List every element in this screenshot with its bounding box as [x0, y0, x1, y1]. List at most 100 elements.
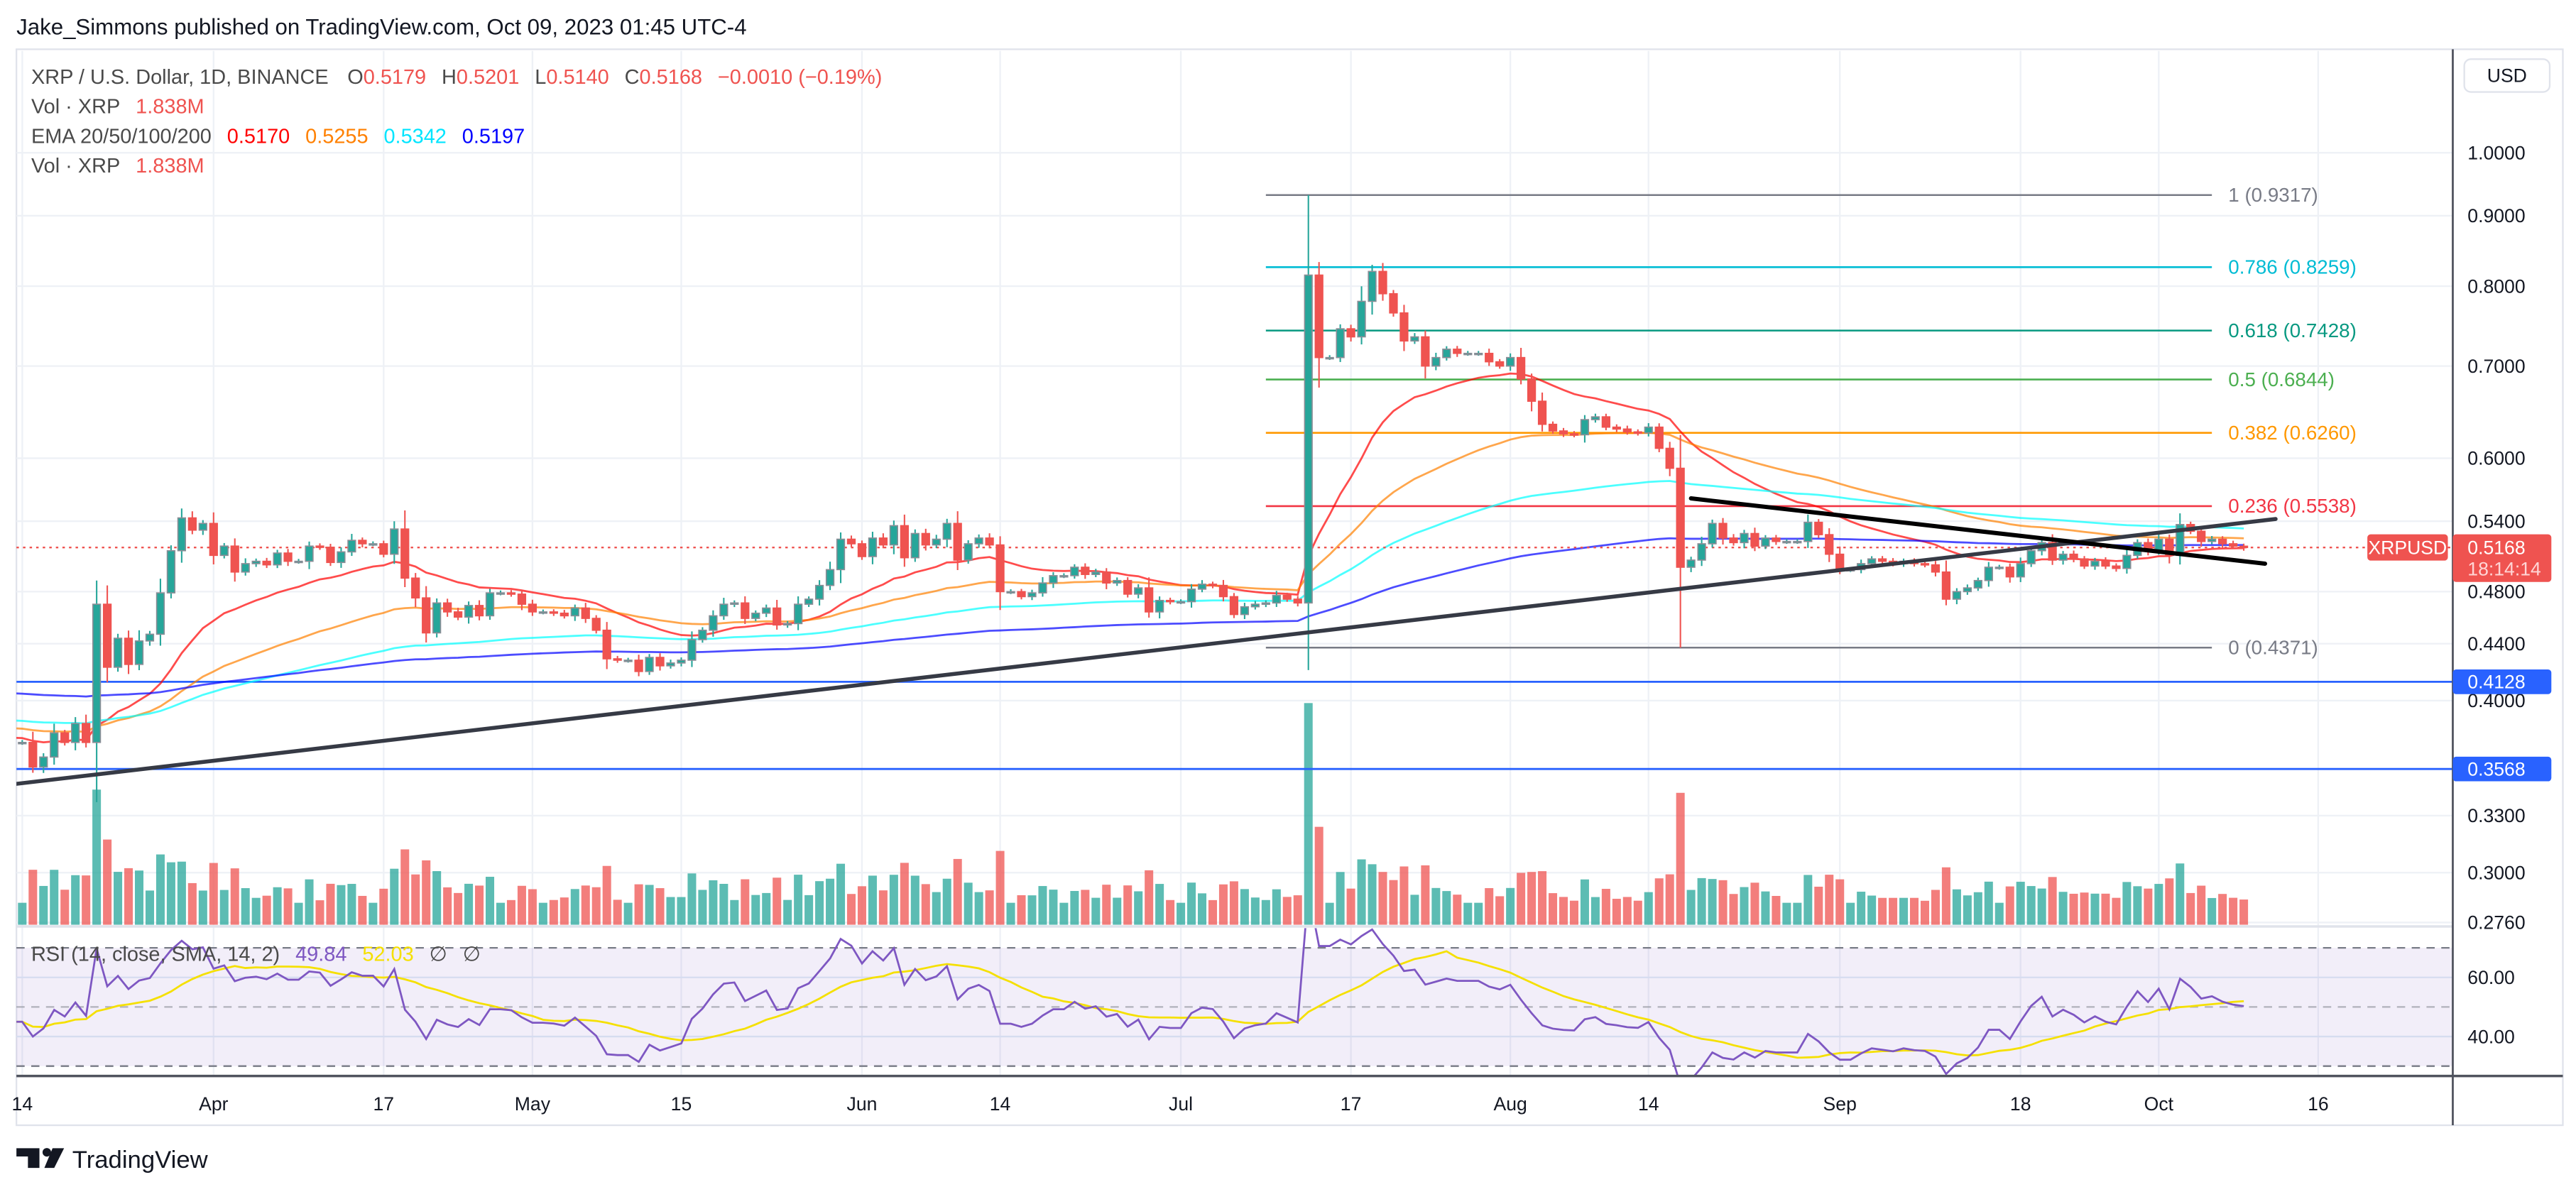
trendline[interactable]: [1, 517, 2278, 786]
volume-bar: [1113, 897, 1122, 925]
candle-body: [453, 611, 463, 618]
candle: [814, 580, 824, 606]
volume-bar: [187, 882, 197, 925]
candle-body: [1134, 587, 1143, 595]
volume-bar: [39, 885, 48, 925]
time-axis[interactable]: 14 Apr 17 May 15 Jun 14 Jul 17 Aug 14 Sep 18 Oct 16: [12, 1093, 2329, 1115]
candle-body: [2101, 560, 2110, 567]
candle-body: [1920, 563, 1930, 566]
candle-body: [719, 603, 728, 617]
volume-bar: [1676, 792, 1685, 925]
candle-body: [1601, 416, 1611, 428]
candle-body: [1495, 361, 1505, 367]
candle: [1622, 425, 1632, 435]
candle-body: [1612, 426, 1621, 430]
candle-body: [942, 523, 951, 540]
candle: [1772, 535, 1781, 545]
volume-bar: [1803, 875, 1813, 925]
volume-bar: [1495, 896, 1505, 925]
candle: [1782, 539, 1791, 545]
candle-body: [1240, 606, 1250, 616]
candle-body: [1782, 540, 1791, 544]
candle-body: [1165, 599, 1175, 603]
candle: [506, 590, 516, 597]
legend-line-ema[interactable]: EMA 20/50/100/200 0.5170 0.5255 0.5342 0…: [31, 125, 525, 148]
fib-retracement[interactable]: [1265, 194, 2212, 649]
volume-bar: [347, 884, 356, 925]
trendline[interactable]: [1688, 496, 2268, 566]
volume-bar: [1399, 866, 1409, 925]
volume-bar: [1889, 897, 1898, 925]
currency-label: USD: [2487, 65, 2527, 87]
candle-body: [411, 577, 420, 599]
candle: [804, 596, 814, 607]
volume-bar: [337, 885, 346, 925]
rsi-pane[interactable]: RSI (14, close, SMA, 14, 2) 49.84 52.03 …: [11, 891, 2515, 1085]
volume-bar: [591, 887, 601, 925]
legend-line-volume[interactable]: Vol · XRP 1.838M: [31, 96, 204, 119]
candle-body: [1027, 592, 1037, 598]
candle-body: [1590, 416, 1600, 420]
candle-body: [1803, 521, 1813, 542]
candle: [1113, 577, 1122, 586]
candle-body: [730, 602, 739, 605]
candle: [273, 549, 282, 569]
volume-bar: [2101, 893, 2110, 925]
volume-bar: [964, 882, 973, 925]
main-pane[interactable]: [1, 194, 2453, 925]
candle-body: [198, 523, 207, 531]
legend-line-volume-2[interactable]: Vol · XRP 1.838M: [31, 155, 204, 177]
candle: [464, 601, 474, 624]
volume-bar: [613, 899, 622, 925]
price-axis-label: 0.5400: [2467, 510, 2525, 532]
candle-body: [1399, 312, 1409, 342]
candle-body: [602, 629, 611, 660]
candle: [1027, 589, 1037, 601]
candle-body: [1686, 559, 1696, 568]
candle: [262, 557, 271, 569]
ema100-value: 0.5342: [383, 125, 446, 148]
candle-body: [528, 603, 537, 613]
volume-bar: [655, 888, 665, 925]
volume-bar: [570, 889, 579, 925]
volume-bar: [1909, 897, 1919, 925]
candle-body: [1548, 423, 1558, 432]
volume-bar: [1857, 892, 1866, 925]
candle: [1336, 324, 1345, 362]
horizontal-levels[interactable]: [16, 681, 2453, 770]
volume-bar: [974, 892, 983, 925]
candle-body: [517, 594, 527, 605]
candle: [358, 537, 367, 548]
volume-bar: [1027, 895, 1037, 925]
candle-body: [1325, 356, 1334, 360]
volume-bar: [443, 887, 452, 925]
candle-body: [2026, 549, 2036, 564]
fib-level-label: 0.786 (0.8259): [2228, 256, 2357, 278]
candle-body: [209, 523, 218, 557]
change-value: −0.0010 (−0.19%): [718, 66, 882, 89]
rsi-legend[interactable]: RSI (14, close, SMA, 14, 2) 49.84 52.03 …: [31, 943, 481, 966]
volume-bar: [2016, 882, 2025, 925]
currency-button[interactable]: [2463, 58, 2551, 93]
candle-body: [1654, 426, 1664, 449]
volume-bar: [485, 877, 495, 925]
candle-body: [889, 525, 899, 546]
candle-body: [677, 660, 686, 664]
candle: [1474, 351, 1483, 356]
candle: [1994, 564, 2004, 570]
candle-body: [1537, 400, 1547, 425]
tradingview-logo[interactable]: TradingView: [16, 1147, 209, 1174]
candle: [1676, 434, 1685, 648]
candle: [1314, 262, 1324, 388]
trendlines[interactable]: [1, 496, 2278, 786]
candle: [1506, 353, 1515, 371]
volume-label: Vol · XRP: [31, 155, 120, 177]
candle-body: [1123, 579, 1133, 595]
time-axis-label: Aug: [1493, 1093, 1527, 1115]
price-tags: XRPUSD 0.5168 18:14:14 0.4128 0.3568: [2367, 534, 2552, 782]
volume-bar: [103, 839, 112, 925]
symbol-tag-label: XRPUSD: [2368, 537, 2447, 558]
symbol-title[interactable]: XRP / U.S. Dollar, 1D, BINANCE: [31, 66, 329, 89]
volume-bar: [315, 900, 324, 925]
